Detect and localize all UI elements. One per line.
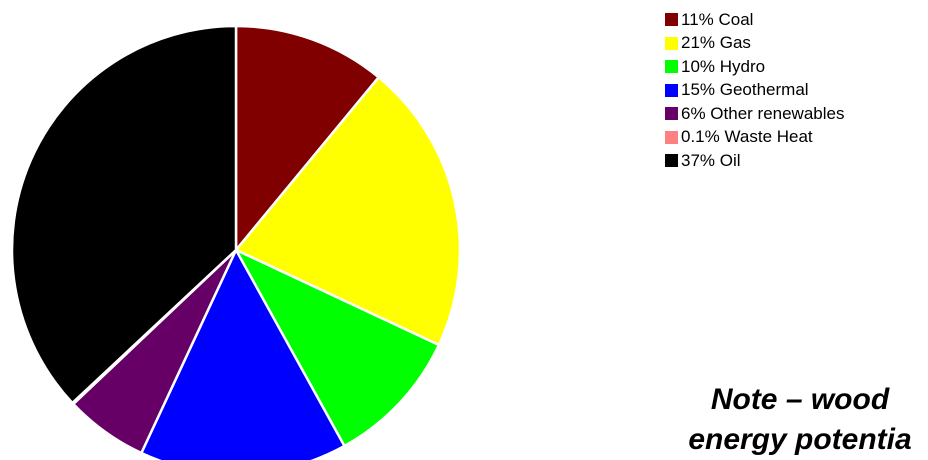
pie-slice-3: [140, 248, 346, 460]
legend-label: 37% Oil: [681, 150, 741, 170]
legend-swatch: [665, 83, 678, 97]
legend-swatch: [665, 36, 678, 50]
legend-item-6: 37% Oil: [665, 149, 844, 173]
chart-legend: 11% Coal 21% Gas 10% Hydro 15% Geothermal 6%…: [665, 8, 844, 173]
legend-label: 21% Gas: [681, 33, 751, 53]
pie-slice-1: [234, 76, 462, 347]
legend-swatch: [665, 60, 678, 74]
legend-label: 10% Hydro: [681, 56, 766, 76]
legend-item-0: 11% Coal: [665, 8, 844, 32]
legend-item-5: 0.1% Waste Heat: [665, 126, 844, 150]
legend-swatch: [665, 130, 678, 144]
pie-slice-6: [10, 24, 238, 405]
legend-label: 6% Other renewables: [681, 103, 845, 123]
legend-item-1: 21% Gas: [665, 32, 844, 56]
legend-swatch: [665, 13, 678, 27]
legend-label: 11% Coal: [681, 9, 754, 29]
legend-item-4: 6% Other renewables: [665, 102, 844, 126]
legend-label: 15% Geothermal: [681, 80, 809, 100]
legend-item-2: 10% Hydro: [665, 55, 844, 79]
pie-slice-0: [234, 24, 380, 252]
pie-slice-2: [234, 248, 441, 448]
legend-swatch: [665, 107, 678, 121]
legend-swatch: [665, 154, 678, 168]
legend-label: 0.1% Waste Heat: [681, 127, 813, 147]
note-text: Note – wood energy potentia: [688, 383, 912, 456]
legend-item-3: 15% Geothermal: [665, 79, 844, 103]
